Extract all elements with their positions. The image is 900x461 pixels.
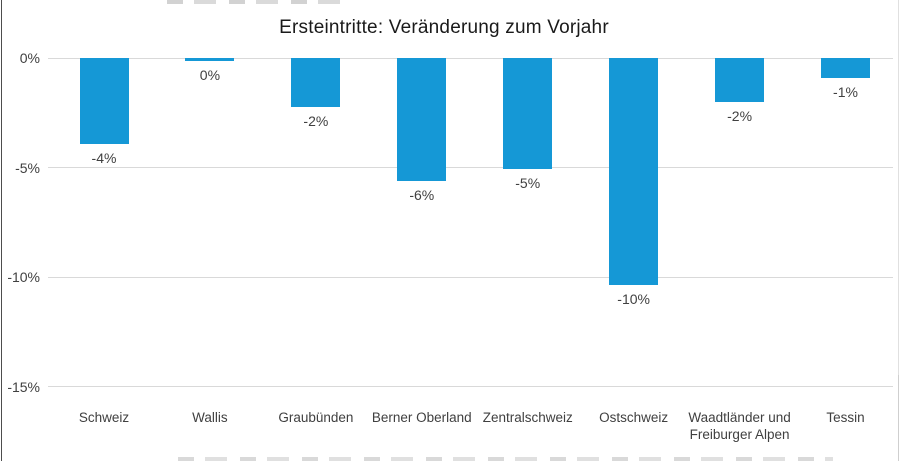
x-axis-category-label: Wallis <box>192 410 228 425</box>
clipped-text-artifact-top <box>167 0 352 4</box>
bar-graub-nden <box>291 58 341 108</box>
bar-ostschweiz <box>609 58 659 285</box>
bar-schweiz <box>79 58 129 144</box>
gridline <box>48 386 893 388</box>
x-axis-category-label: Waadtländer und Freiburger Alpen <box>688 410 791 442</box>
x-axis-category-label: Zentralschweiz <box>482 410 573 425</box>
clipped-text-artifact-bottom <box>178 457 833 461</box>
x-axis-category-label: Schweiz <box>78 410 130 425</box>
x-axis-category-label: Tessin <box>826 410 865 425</box>
bar-value-label: -5% <box>515 174 541 191</box>
y-axis-tick-label: -15% <box>7 378 40 395</box>
bar-value-label: -2% <box>727 107 753 124</box>
x-axis-category-label: Berner Oberland <box>371 410 472 425</box>
bar-value-label: -6% <box>409 186 435 203</box>
x-axis-category-label: Ostschweiz <box>599 410 669 425</box>
bar-berner-oberland <box>397 58 447 181</box>
bar-wallis <box>185 58 235 62</box>
bar-value-label: -1% <box>833 83 858 100</box>
y-axis-tick-label: -5% <box>15 159 40 176</box>
window-left-border <box>1 0 2 461</box>
bar-waadtl-nder-und-freiburger-alpen <box>715 58 765 102</box>
window-right-border <box>898 0 899 461</box>
gridline <box>48 57 893 59</box>
y-axis-tick-label: -10% <box>7 269 40 286</box>
x-axis-category-label: Graubünden <box>278 410 354 425</box>
bar-zentralschweiz <box>503 58 553 169</box>
bar-tessin <box>821 58 870 78</box>
bar-value-label: 0% <box>199 67 221 84</box>
y-axis-tick-label: 0% <box>19 50 40 66</box>
bar-value-label: -4% <box>91 149 117 166</box>
bar-value-label: -2% <box>303 113 329 130</box>
gridline <box>48 276 893 278</box>
gridline <box>48 167 893 169</box>
chart-title: Ersteintritte: Veränderung zum Vorjahr <box>279 17 609 38</box>
bar-value-label: -10% <box>617 290 650 307</box>
